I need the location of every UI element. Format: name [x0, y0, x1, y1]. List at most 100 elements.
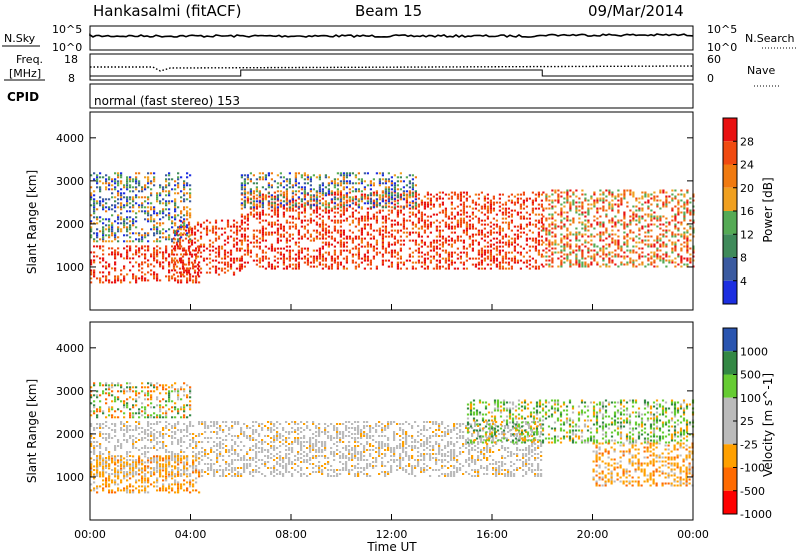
scatter-cell: [235, 231, 239, 234]
scatter-cell: [450, 191, 453, 194]
scatter-cell: [459, 213, 462, 216]
scatter-cell: [108, 279, 111, 282]
scatter-cell: [459, 223, 462, 226]
scatter-cell: [309, 204, 312, 207]
scatter-cell: [165, 194, 168, 197]
scatter-cell: [282, 186, 285, 189]
scatter-cell: [211, 229, 215, 232]
scatter-cell: [360, 207, 363, 210]
scatter-cell: [168, 265, 171, 268]
scatter-cell: [252, 459, 255, 461]
scatter-cell: [456, 253, 459, 256]
scatter-cell: [483, 219, 486, 222]
scatter-cell: [456, 211, 459, 214]
scatter-cell: [384, 251, 387, 254]
scatter-cell: [327, 265, 330, 268]
scatter-cell: [90, 228, 93, 231]
scatter-cell: [360, 196, 363, 199]
scatter-cell: [99, 216, 102, 219]
scatter-cell: [171, 455, 174, 457]
scatter-cell: [240, 433, 243, 435]
scatter-cell: [102, 253, 105, 256]
scatter-cell: [235, 241, 239, 244]
scatter-cell: [273, 249, 276, 252]
scatter-cell: [438, 221, 441, 224]
scatter-cell: [105, 228, 108, 231]
scatter-cell: [240, 265, 243, 268]
scatter-cell: [528, 213, 531, 216]
scatter-cell: [480, 261, 483, 264]
scatter-cell: [644, 225, 647, 228]
scatter-cell: [390, 194, 393, 197]
scatter-cell: [327, 245, 330, 248]
scatter-cell: [132, 186, 135, 189]
scatter-cell: [345, 192, 348, 195]
scatter-cell: [174, 200, 177, 203]
scatter-cell: [132, 441, 135, 443]
scatter-cell: [243, 471, 246, 473]
scatter-cell: [393, 186, 396, 189]
scatter-cell: [249, 447, 252, 449]
scatter-cell: [220, 267, 224, 270]
scatter-cell: [426, 197, 429, 200]
scatter-cell: [291, 207, 294, 210]
scatter-cell: [614, 195, 617, 198]
scatter-cell: [534, 207, 537, 210]
scatter-cell: [324, 259, 327, 262]
scatter-cell: [105, 198, 108, 201]
scatter-cell: [336, 261, 339, 264]
scatter-cell: [578, 231, 581, 234]
scatter-cell: [620, 201, 623, 204]
scatter-cell: [432, 195, 435, 198]
scatter-cell: [381, 261, 384, 264]
scatter-cell: [132, 463, 135, 465]
scatter-cell: [156, 240, 159, 243]
scatter-cell: [566, 243, 569, 246]
scatter-cell: [542, 225, 545, 228]
scatter-cell: [219, 455, 222, 457]
scatter-cell: [126, 471, 129, 473]
scatter-cell: [366, 249, 369, 252]
scatter-cell: [468, 205, 471, 208]
scatter-cell: [683, 211, 686, 214]
scatter-cell: [420, 255, 423, 258]
scatter-cell: [662, 201, 665, 204]
scatter-cell: [216, 459, 219, 461]
scatter-cell: [138, 190, 141, 193]
scatter-cell: [390, 192, 393, 195]
scatter-cell: [90, 192, 93, 195]
scatter-cell: [243, 465, 246, 467]
scatter-cell: [150, 208, 153, 211]
scatter-cell: [187, 249, 191, 252]
scatter-cell: [177, 261, 180, 264]
scatter-cell: [345, 235, 348, 238]
scatter-cell: [507, 211, 510, 214]
scatter-cell: [432, 203, 435, 206]
scatter-cell: [575, 263, 578, 266]
scatter-cell: [144, 447, 147, 449]
scatter-cell: [120, 255, 123, 258]
scatter-cell: [297, 215, 300, 218]
scatter-cell: [638, 241, 641, 244]
scatter-cell: [210, 467, 213, 469]
scatter-cell: [240, 459, 243, 461]
scatter-cell: [102, 204, 105, 207]
scatter-cell: [686, 211, 689, 214]
scatter-cell: [165, 473, 168, 475]
scatter-cell: [108, 224, 111, 227]
scatter-cell: [231, 459, 234, 461]
scatter-cell: [638, 227, 641, 230]
scatter-cell: [456, 219, 459, 222]
scatter-cell: [162, 441, 165, 443]
scatter-cell: [671, 251, 674, 254]
scatter-cell: [99, 433, 102, 435]
scatter-cell: [492, 261, 495, 264]
scatter-cell: [177, 281, 180, 284]
scatter-cell: [202, 259, 206, 262]
scatter-cell: [252, 235, 255, 238]
scatter-cell: [174, 188, 177, 191]
scatter-cell: [114, 186, 117, 189]
scatter-cell: [144, 232, 147, 235]
scatter-cell: [602, 199, 605, 202]
scatter-cell: [519, 251, 522, 254]
